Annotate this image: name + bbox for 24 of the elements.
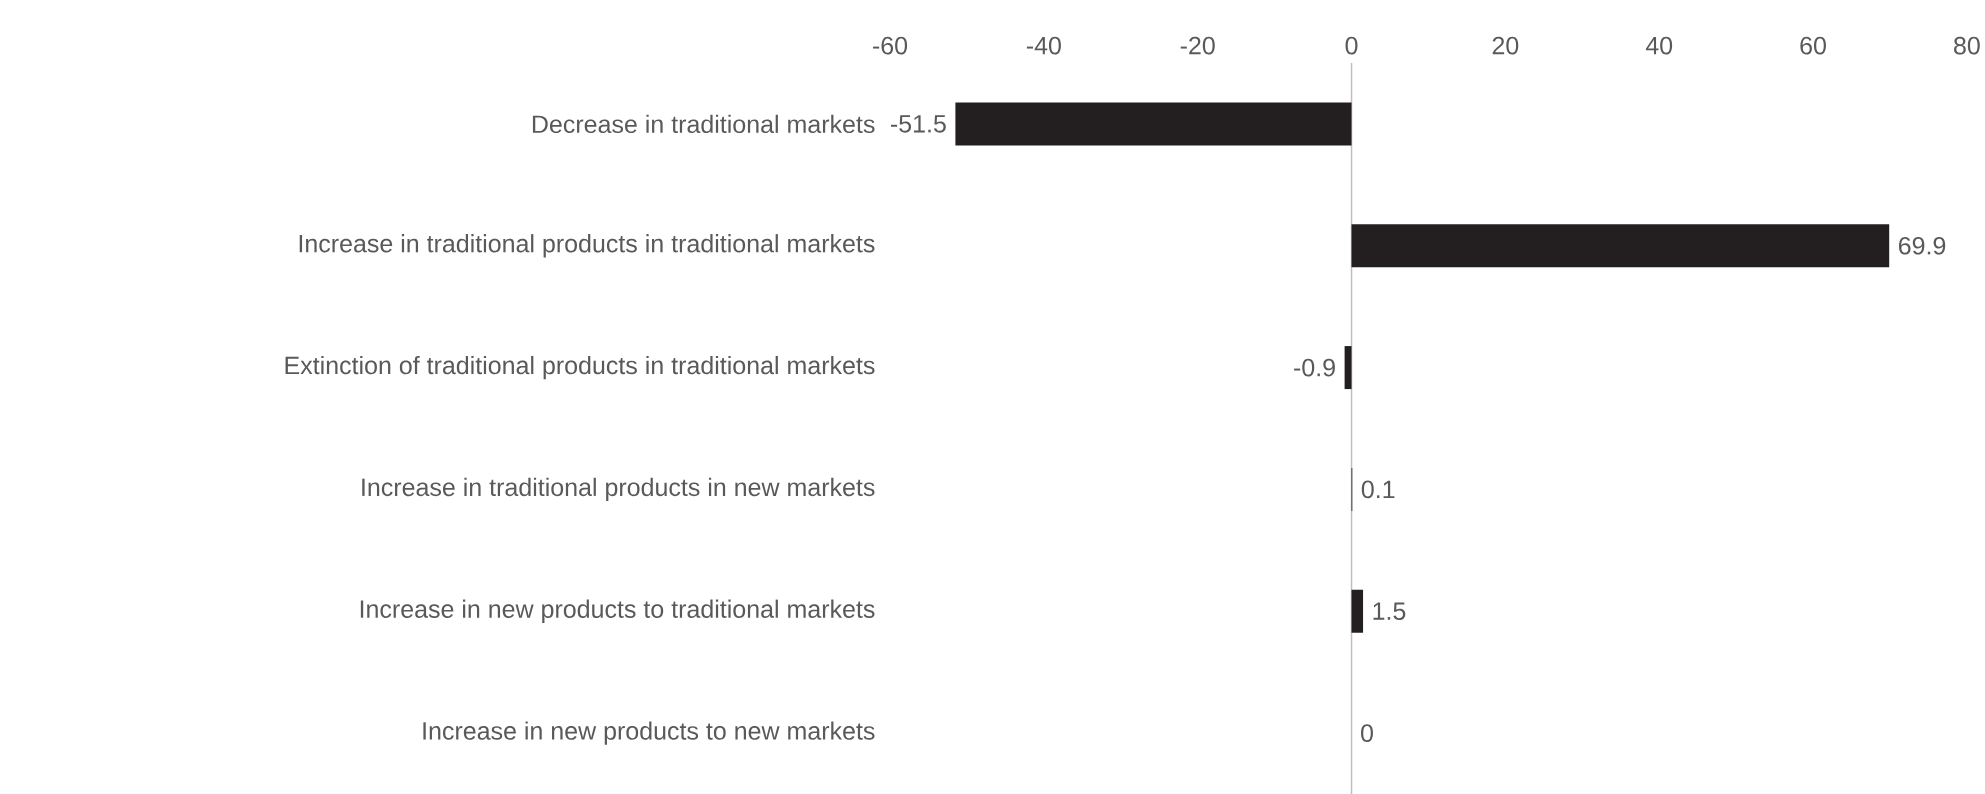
data-label: -0.9: [1294, 358, 1335, 377]
x-tick-label: 80: [1954, 36, 1980, 55]
bar: [1344, 346, 1352, 390]
data-label: 0: [1361, 724, 1373, 742]
x-tick-label: 0: [1345, 36, 1358, 55]
data-label: -51.5: [890, 115, 946, 133]
y-tick-label: Increase in traditional products in new markets: [362, 477, 875, 502]
x-tick-label: -60: [873, 36, 908, 55]
x-tick-label: -40: [1026, 36, 1061, 55]
data-label: 69.9: [1898, 236, 1946, 255]
y-tick-label: Increase in traditional products in traditional markets: [299, 234, 875, 258]
y-tick-label: Increase in new products to new markets: [423, 721, 875, 745]
x-tick-label: -20: [1180, 36, 1215, 55]
data-label: 1.5: [1373, 602, 1406, 620]
x-tick-label: 60: [1800, 36, 1826, 55]
bar: [1351, 589, 1364, 633]
bar: [1351, 224, 1890, 268]
data-label: 0.1: [1361, 480, 1395, 499]
y-tick-label: Increase in new products to traditional markets: [360, 599, 875, 623]
x-tick-label: 40: [1645, 36, 1673, 55]
y-tick-label: Decrease in traditional markets: [532, 114, 875, 134]
y-tick-label: Extinction of traditional products in traditional markets: [285, 355, 875, 380]
x-tick-label: 20: [1492, 36, 1519, 55]
bar: [955, 102, 1352, 146]
